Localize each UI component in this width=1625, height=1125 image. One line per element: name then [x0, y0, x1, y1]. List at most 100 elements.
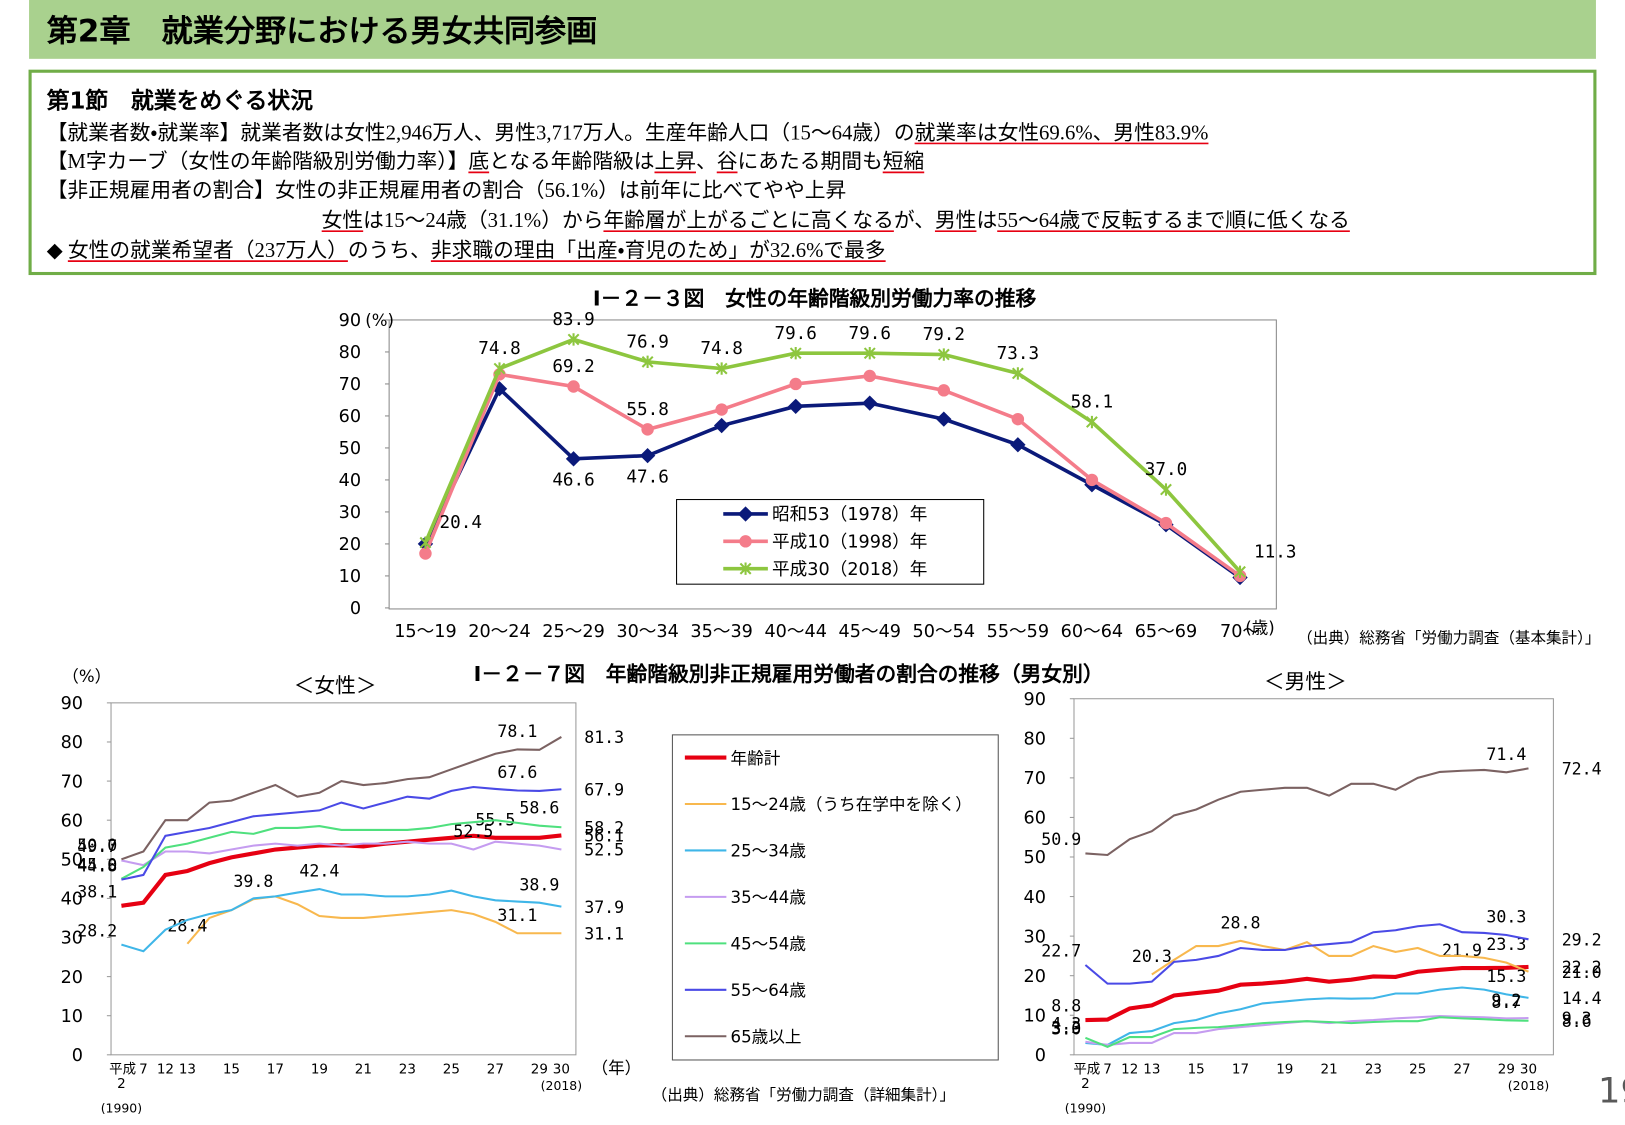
summary-segment: は15～24歳（31.1%）から [363, 209, 603, 232]
chart-labor-force: Ⅰ－２－３図 女性の年齢階級別労働力率の推移 (%) (歳) （出典）総務省「労働力調… [339, 287, 1601, 647]
legend-label: 平成30（2018）年 [772, 560, 927, 580]
data-label: 8.6 [1562, 1012, 1592, 1031]
x-tick-label: 27 [487, 1062, 504, 1077]
data-point [789, 377, 802, 391]
legend-label: 55～64歳 [731, 981, 806, 1000]
data-label: 44.8 [77, 856, 117, 875]
x-note: (2018) [1508, 1078, 1549, 1093]
x-prefix: 平成 [1073, 1061, 1100, 1077]
series-line [1084, 923, 1529, 985]
x-tick-label: 25 [443, 1062, 460, 1077]
x-tick-label: 21 [355, 1062, 372, 1077]
data-point [639, 447, 656, 464]
summary-segment: 、 [696, 151, 717, 173]
summary-segment: 55～64歳で反転するまで順に低くなる [997, 209, 1350, 232]
x-tick-label: 15 [223, 1062, 240, 1077]
y-tick-label: 60 [61, 811, 83, 831]
x-tick-label: 60～64 [1061, 622, 1123, 642]
x-tick-label: 30 [1520, 1062, 1537, 1077]
summary-segment: は [976, 210, 997, 232]
y-tick-label: 50 [61, 851, 83, 871]
data-label: 8.8 [1051, 997, 1081, 1016]
legend-label: 昭和53（1978）年 [772, 505, 927, 525]
data-point [937, 348, 950, 361]
series-line [1151, 939, 1529, 976]
series-line [423, 372, 1242, 578]
data-point [863, 369, 876, 383]
series-line [1085, 1016, 1529, 1048]
data-label: 20.4 [439, 513, 481, 533]
x-tick-label: 17 [1232, 1062, 1249, 1077]
y-tick-label: 60 [1024, 809, 1046, 829]
y-tick-label: 40 [1024, 888, 1046, 908]
summary-segment: 【就業者数・就業率】就業者数は女性2,946万人、男性3,717万人。生産年齢人… [47, 121, 915, 144]
series-line [121, 840, 562, 867]
data-label: 83.9 [552, 310, 594, 330]
summary-segment: 非求職の理由「出産・育児のため」が32.6%で最多 [431, 239, 886, 262]
x-tick-label: 65～69 [1135, 622, 1197, 642]
summary-segment: 年齢層が上がるごとに高くなる [603, 209, 893, 232]
y-tick-label: 30 [61, 929, 83, 949]
data-label: 58.6 [519, 798, 559, 817]
x-tick-label: 12 [157, 1062, 174, 1077]
x-tick-label: 30～34 [616, 622, 678, 642]
x-tick-label: 30 [553, 1062, 570, 1077]
summary-segment: 女性の就業希望者（237万人） [68, 239, 348, 262]
x-tick-label: 13 [1143, 1062, 1160, 1077]
y-tick-label: 80 [339, 343, 361, 363]
data-label: 42.4 [299, 862, 339, 881]
source-note: （出典）総務省「労働力調査（詳細集計）」 [652, 1086, 955, 1104]
data-point [715, 403, 728, 416]
data-label: 28.8 [1221, 914, 1261, 933]
x-note: (2018) [541, 1078, 582, 1093]
data-label: 76.9 [626, 332, 668, 352]
data-label: 8.7 [1491, 993, 1521, 1012]
data-label: 28.4 [167, 916, 207, 935]
data-label: 31.1 [584, 924, 624, 943]
summary-segment: にあたる期間も [737, 151, 882, 173]
summary-segment: 谷 [717, 150, 738, 173]
data-point [1011, 412, 1025, 426]
data-label: 78.1 [497, 722, 537, 741]
data-label: 55.8 [626, 400, 668, 420]
summary-lines: 【就業者数・就業率】就業者数は女性2,946万人、男性3,717万人。生産年齢人… [47, 121, 1350, 262]
data-label: 11.3 [1254, 542, 1296, 562]
data-point [567, 380, 580, 393]
x-tick-label: 29 [531, 1062, 548, 1077]
data-point [419, 536, 432, 549]
x-tick-label: 23 [399, 1062, 416, 1077]
legend-label: 平成10（1998）年 [772, 533, 927, 553]
legend-label: 15～24歳（うち在学中を除く） [731, 795, 972, 814]
x-tick-label: 27 [1453, 1062, 1470, 1077]
x-axis-unit: (歳) [1245, 619, 1275, 638]
series-line [121, 785, 562, 881]
y-tick-label: 90 [339, 311, 361, 331]
data-label: 22.7 [1041, 942, 1081, 961]
y-tick-label: 70 [339, 375, 361, 395]
data-point [862, 395, 878, 411]
data-label: 4.3 [1051, 1015, 1081, 1034]
data-label: 74.8 [700, 339, 742, 359]
y-tick-label: 0 [350, 599, 361, 619]
summary-segment: 底 [468, 150, 489, 173]
legend-box [671, 734, 999, 1061]
data-label: 30.3 [1486, 908, 1526, 927]
y-tick-label: 10 [1024, 1006, 1046, 1026]
data-point [937, 384, 951, 397]
y-tick-label: 60 [339, 407, 361, 427]
x-tick-label: 15 [1188, 1062, 1205, 1077]
y-tick-label: 40 [339, 471, 361, 491]
x-tick-label: 12 [1121, 1062, 1138, 1077]
x-tick-label: 70～ [1220, 622, 1260, 642]
data-label: 72.4 [1562, 760, 1602, 779]
y-tick-label: 20 [61, 968, 83, 988]
page-number: 19 [1598, 1070, 1625, 1111]
data-point [493, 362, 506, 375]
data-point [1160, 483, 1172, 496]
x-tick-label: 19 [1276, 1062, 1293, 1077]
x-prefix: 平成 [109, 1061, 136, 1077]
x-tick-label: 19 [311, 1062, 328, 1077]
data-label: 49.7 [77, 837, 117, 856]
x-axis-unit: （年） [591, 1058, 641, 1077]
